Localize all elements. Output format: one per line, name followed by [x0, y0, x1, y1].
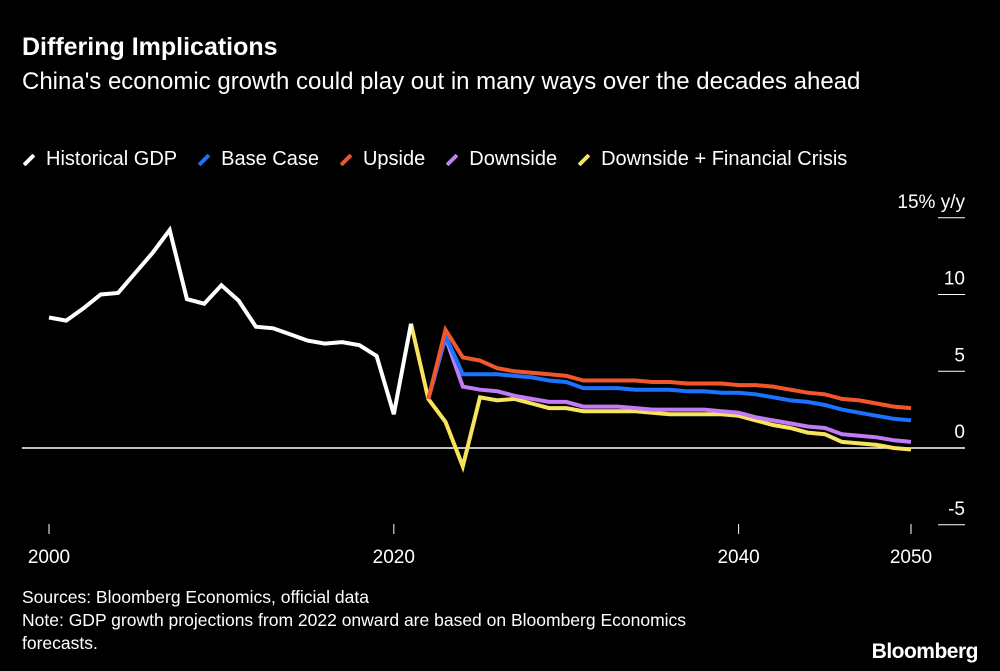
bloomberg-logo: Bloomberg [871, 640, 979, 663]
legend-label: Base Case [221, 148, 319, 170]
x-tick-label: 2020 [373, 547, 415, 568]
series-line-base-case [426, 330, 912, 423]
y-tick-label: 15% y/y [897, 192, 965, 213]
series-line-historical-gdp [48, 225, 413, 415]
y-tick-label: 0 [954, 422, 965, 443]
chart-title: Differing Implications [22, 33, 278, 61]
footer: Sources: Bloomberg Economics, official d… [22, 586, 742, 655]
legend: Historical GDP Base Case Upside Downside Dow… [22, 148, 867, 171]
legend-item: Upside [339, 148, 425, 171]
x-tick-label: 2040 [717, 547, 759, 568]
sources-text: Sources: Bloomberg Economics, official d… [22, 587, 369, 607]
legend-item: Downside + Financial Crisis [577, 148, 847, 171]
legend-item: Downside [445, 148, 557, 171]
note-text: Note: GDP growth projections from 2022 o… [22, 610, 687, 653]
series-line-downside [426, 330, 912, 444]
legend-label: Downside [469, 148, 558, 170]
series-line-upside [426, 324, 912, 411]
y-tick-label: -5 [948, 499, 965, 520]
legend-label: Downside + Financial Crisis [601, 148, 848, 170]
legend-label: Upside [362, 148, 426, 170]
series-line-downside-financial-crisis [409, 323, 912, 473]
x-tick-label: 2000 [28, 547, 70, 568]
y-tick-label: 5 [954, 345, 965, 366]
legend-item: Base Case [197, 148, 319, 171]
x-tick-label: 2050 [890, 547, 932, 568]
legend-item: Historical GDP [22, 148, 177, 171]
legend-label: Historical GDP [46, 148, 178, 170]
chart-subtitle: China's economic growth could play out i… [22, 68, 861, 95]
y-tick-label: 10 [944, 269, 965, 290]
